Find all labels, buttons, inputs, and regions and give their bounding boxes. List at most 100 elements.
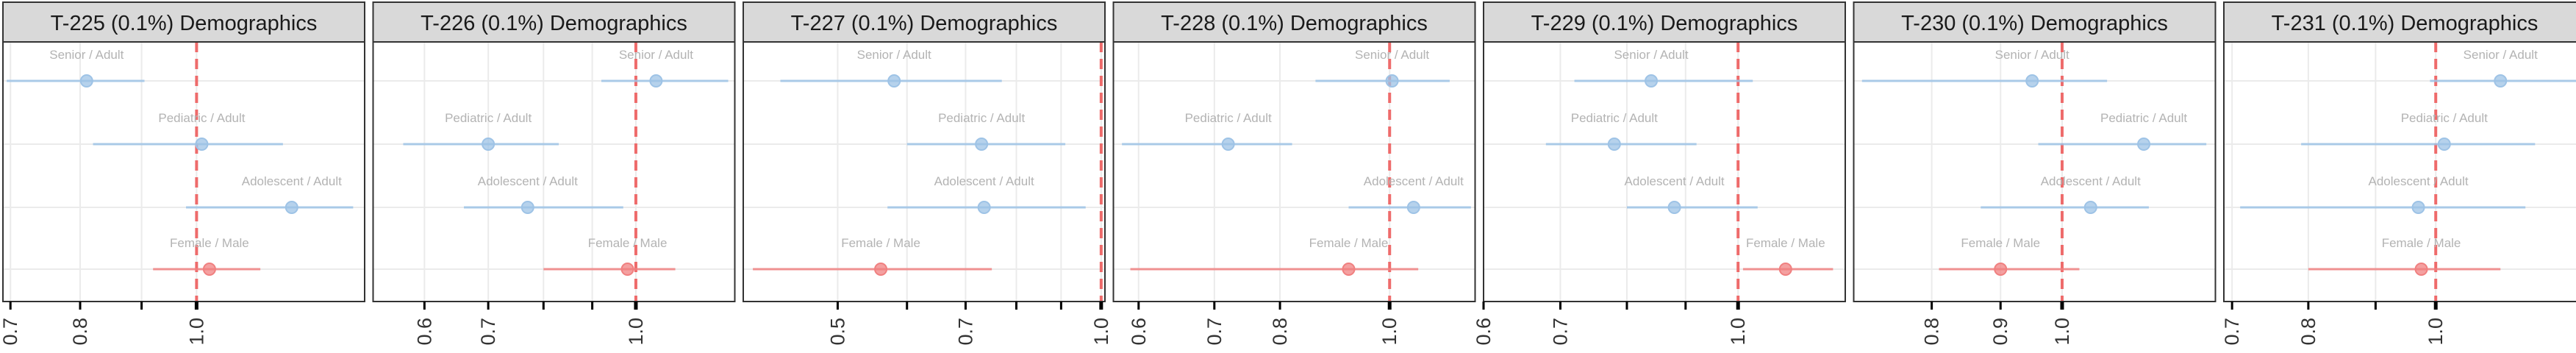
tick-label: 1.0: [1090, 318, 1112, 346]
plot-area: [2224, 42, 2576, 302]
tick-label: 1.0: [185, 318, 207, 346]
point-estimate: [202, 263, 216, 276]
point-estimate: [975, 138, 989, 151]
point-estimate: [285, 201, 298, 214]
tick-label: 0.9: [1989, 318, 2011, 346]
row-label: Senior / Adult: [1355, 48, 1429, 62]
point-estimate: [1406, 201, 1420, 214]
row-label: Pediatric / Adult: [938, 111, 1025, 125]
tick-label: 0.6: [1128, 318, 1150, 346]
row-label: Female / Male: [588, 236, 668, 250]
row-label: Senior / Adult: [619, 48, 693, 62]
panel-7: T-231 (0.1%) Demographics Senior / Adult P…: [2221, 1, 2576, 346]
point-estimate: [2083, 201, 2097, 214]
point-estimate: [620, 263, 634, 276]
row-label: Pediatric / Adult: [2401, 111, 2488, 125]
panel-border: [1853, 41, 2217, 302]
row-label: Female / Male: [1961, 236, 2040, 250]
panel-border: [1112, 41, 1476, 302]
tick-label: 0.8: [69, 318, 91, 346]
row-label: Adolescent / Adult: [1364, 174, 1464, 188]
row-label: Adolescent / Adult: [2041, 174, 2141, 188]
tick-label: 0.7: [954, 318, 976, 346]
point-estimate: [1778, 263, 1792, 276]
row-label: Female / Male: [1309, 236, 1389, 250]
tick-label: 0.6: [413, 318, 435, 346]
point-estimate: [1994, 263, 2008, 276]
point-estimate: [195, 138, 209, 151]
panel-strip: [1483, 1, 1846, 43]
point-estimate: [2411, 201, 2425, 214]
tick-label: 1.0: [2425, 318, 2447, 346]
tick-label: 0.8: [1269, 318, 1291, 346]
tick-label: 0.5: [826, 318, 848, 346]
panel-title: T-228 (0.1%) Demographics: [1161, 12, 1428, 35]
row-label: Senior / Adult: [2464, 48, 2538, 62]
tick-label: 0.7: [1549, 318, 1571, 346]
plot-area: [743, 42, 1105, 302]
row-label: Adolescent / Adult: [242, 174, 342, 188]
tick-label: 1.0: [2051, 318, 2073, 346]
panel-4: T-228 (0.1%) Demographics Senior / Adult P…: [1112, 1, 1476, 346]
point-estimate: [2437, 138, 2451, 151]
panel-strip: [1112, 1, 1476, 43]
point-estimate: [649, 74, 663, 88]
panel-strip: [2, 1, 365, 43]
point-estimate: [1385, 74, 1399, 88]
tick-label: 1.0: [1727, 318, 1749, 346]
row-label: Pediatric / Adult: [2100, 111, 2187, 125]
panel-border: [1483, 41, 1846, 302]
tick-label: 0.7: [1203, 318, 1226, 346]
panel-5: T-229 (0.1%) Demographics Senior / Adult P…: [1473, 1, 1846, 346]
point-estimate: [2137, 138, 2151, 151]
point-estimate: [2494, 74, 2508, 88]
tick-label: 1.0: [625, 318, 647, 346]
tick-label: 0.8: [2297, 318, 2319, 346]
point-estimate: [1607, 138, 1621, 151]
point-estimate: [977, 201, 991, 214]
row-label: Senior / Adult: [857, 48, 931, 62]
row-label: Adolescent / Adult: [934, 174, 1034, 188]
point-estimate: [482, 138, 495, 151]
point-estimate: [520, 201, 534, 214]
panel-title: T-226 (0.1%) Demographics: [421, 12, 687, 35]
tick-label: 0.7: [2221, 318, 2243, 346]
panel-1: T-225 (0.1%) Demographics Senior / Adult P…: [0, 1, 365, 346]
tick-label: 1.0: [1378, 318, 1400, 346]
row-label: Adolescent / Adult: [478, 174, 578, 188]
row-label: Female / Male: [1746, 236, 1825, 250]
point-estimate: [1221, 138, 1235, 151]
panel-3: T-227 (0.1%) Demographics Senior / Adult P…: [743, 1, 1112, 346]
plot-area: [373, 42, 735, 302]
row-label: Senior / Adult: [1995, 48, 2069, 62]
point-estimate: [887, 74, 901, 88]
point-estimate: [874, 263, 888, 276]
point-estimate: [2025, 74, 2039, 88]
point-estimate: [1645, 74, 1659, 88]
panel-title: T-229 (0.1%) Demographics: [1531, 12, 1798, 35]
plot-area: [1484, 42, 1845, 302]
row-label: Female / Male: [2382, 236, 2461, 250]
tick-label: 0.7: [477, 318, 499, 346]
row-label: Pediatric / Adult: [158, 111, 245, 125]
panel-border: [2223, 41, 2576, 302]
point-estimate: [1667, 201, 1681, 214]
panel-title: T-230 (0.1%) Demographics: [1901, 12, 2168, 35]
row-label: Female / Male: [170, 236, 249, 250]
panel-border: [372, 41, 736, 302]
row-label: Pediatric / Adult: [445, 111, 532, 125]
point-estimate: [79, 74, 93, 88]
row-label: Senior / Adult: [1614, 48, 1688, 62]
point-estimate: [2414, 263, 2428, 276]
panel-6: T-230 (0.1%) Demographics Senior / Adult P…: [1853, 1, 2217, 346]
row-label: Pediatric / Adult: [1571, 111, 1658, 125]
row-label: Adolescent / Adult: [1625, 174, 1725, 188]
row-label: Pediatric / Adult: [1185, 111, 1272, 125]
panel-border: [2, 41, 365, 302]
panel-title: T-231 (0.1%) Demographics: [2272, 12, 2539, 35]
panel-border: [743, 41, 1106, 302]
panel-2: T-226 (0.1%) Demographics Senior / Adult P…: [372, 1, 736, 346]
plot-area: [1113, 42, 1475, 302]
panel-strip: [1853, 1, 2217, 43]
